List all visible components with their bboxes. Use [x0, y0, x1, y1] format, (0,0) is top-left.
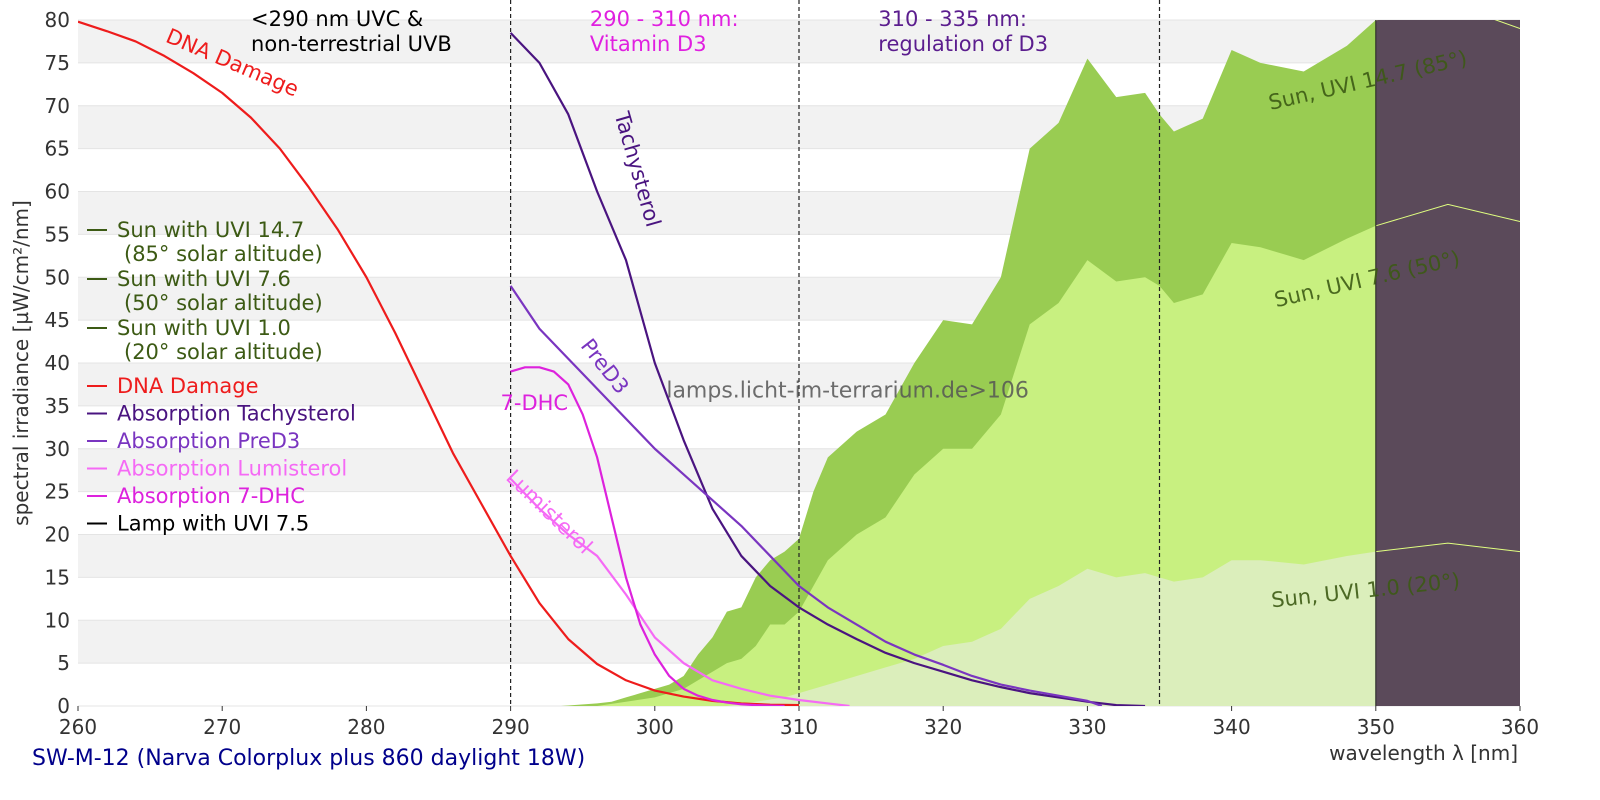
legend-entry-sub: (50° solar altitude)	[124, 291, 323, 315]
lamp-region	[1375, 20, 1520, 706]
series-line	[78, 20, 800, 706]
legend-entry: Sun with UVI 1.0	[117, 316, 291, 340]
x-tick-label: 350	[1357, 715, 1395, 739]
x-tick-label: 340	[1213, 715, 1251, 739]
legend-entry: DNA Damage	[117, 374, 259, 398]
region-label: regulation of D3	[878, 32, 1048, 56]
y-tick-label: 80	[45, 8, 70, 32]
y-tick-label: 10	[45, 608, 70, 632]
x-tick-label: 310	[780, 715, 818, 739]
x-tick-label: 360	[1501, 715, 1539, 739]
x-tick-label: 330	[1068, 715, 1106, 739]
y-tick-label: 70	[45, 94, 70, 118]
y-tick-label: 75	[45, 51, 70, 75]
y-tick-label: 25	[45, 480, 70, 504]
y-tick-label: 60	[45, 180, 70, 204]
series-line	[509, 32, 1146, 706]
sun-curve-in-lamp-region	[1375, 20, 1520, 30]
y-tick-label: 5	[57, 651, 70, 675]
x-tick-label: 320	[924, 715, 962, 739]
legend-entry: Sun with UVI 7.6	[117, 267, 291, 291]
legend-entry: Absorption PreD3	[117, 429, 300, 453]
x-tick-label: 260	[59, 715, 97, 739]
y-tick-label: 55	[45, 222, 70, 246]
curve-annotation: 7-DHC	[501, 391, 569, 415]
legend-entry: Sun with UVI 14.7	[117, 218, 304, 242]
x-tick-label: 280	[347, 715, 385, 739]
y-tick-label: 15	[45, 565, 70, 589]
legend-entry: Absorption 7-DHC	[117, 484, 305, 508]
y-tick-label: 65	[45, 137, 70, 161]
legend-entry: Lamp with UVI 7.5	[117, 512, 309, 536]
chart-caption: SW-M-12 (Narva Colorplux plus 860 daylig…	[32, 746, 586, 771]
region-label: Vitamin D3	[590, 32, 707, 56]
x-tick-label: 300	[636, 715, 674, 739]
legend: Sun with UVI 14.7(85° solar altitude)Sun…	[87, 218, 356, 536]
y-tick-label: 40	[45, 351, 70, 375]
legend-entry: Absorption Tachysterol	[117, 402, 356, 426]
legend-entry-sub: (20° solar altitude)	[124, 340, 323, 364]
series-line	[509, 285, 1103, 706]
y-tick-label: 30	[45, 437, 70, 461]
y-tick-label: 50	[45, 265, 70, 289]
grid-band	[78, 20, 1520, 63]
legend-entry: Absorption Lumisterol	[117, 457, 347, 481]
legend-entry-sub: (85° solar altitude)	[124, 242, 323, 266]
series-line	[509, 478, 850, 706]
series-lines	[78, 20, 1146, 706]
sun-curve-in-lamp-region	[1375, 203, 1520, 227]
series-line	[510, 366, 785, 706]
x-tick-label: 270	[203, 715, 241, 739]
region-label: 290 - 310 nm:	[590, 7, 739, 31]
x-tick-label: 290	[492, 715, 530, 739]
region-label: non-terrestrial UVB	[251, 32, 452, 56]
x-axis-label: wavelength λ [nm]	[1329, 741, 1518, 765]
y-tick-label: 45	[45, 308, 70, 332]
y-tick-label: 20	[45, 523, 70, 547]
region-label: <290 nm UVC &	[251, 7, 423, 31]
region-label: 310 - 335 nm:	[878, 7, 1027, 31]
y-tick-label: 35	[45, 394, 70, 418]
y-axis-label: spectral irradiance [µW/cm²/nm]	[9, 200, 33, 526]
y-tick-label: 0	[57, 694, 70, 718]
watermark: lamps.licht-im-terrarium.de>106	[666, 378, 1029, 403]
sun-curve-in-lamp-region	[1375, 542, 1520, 553]
